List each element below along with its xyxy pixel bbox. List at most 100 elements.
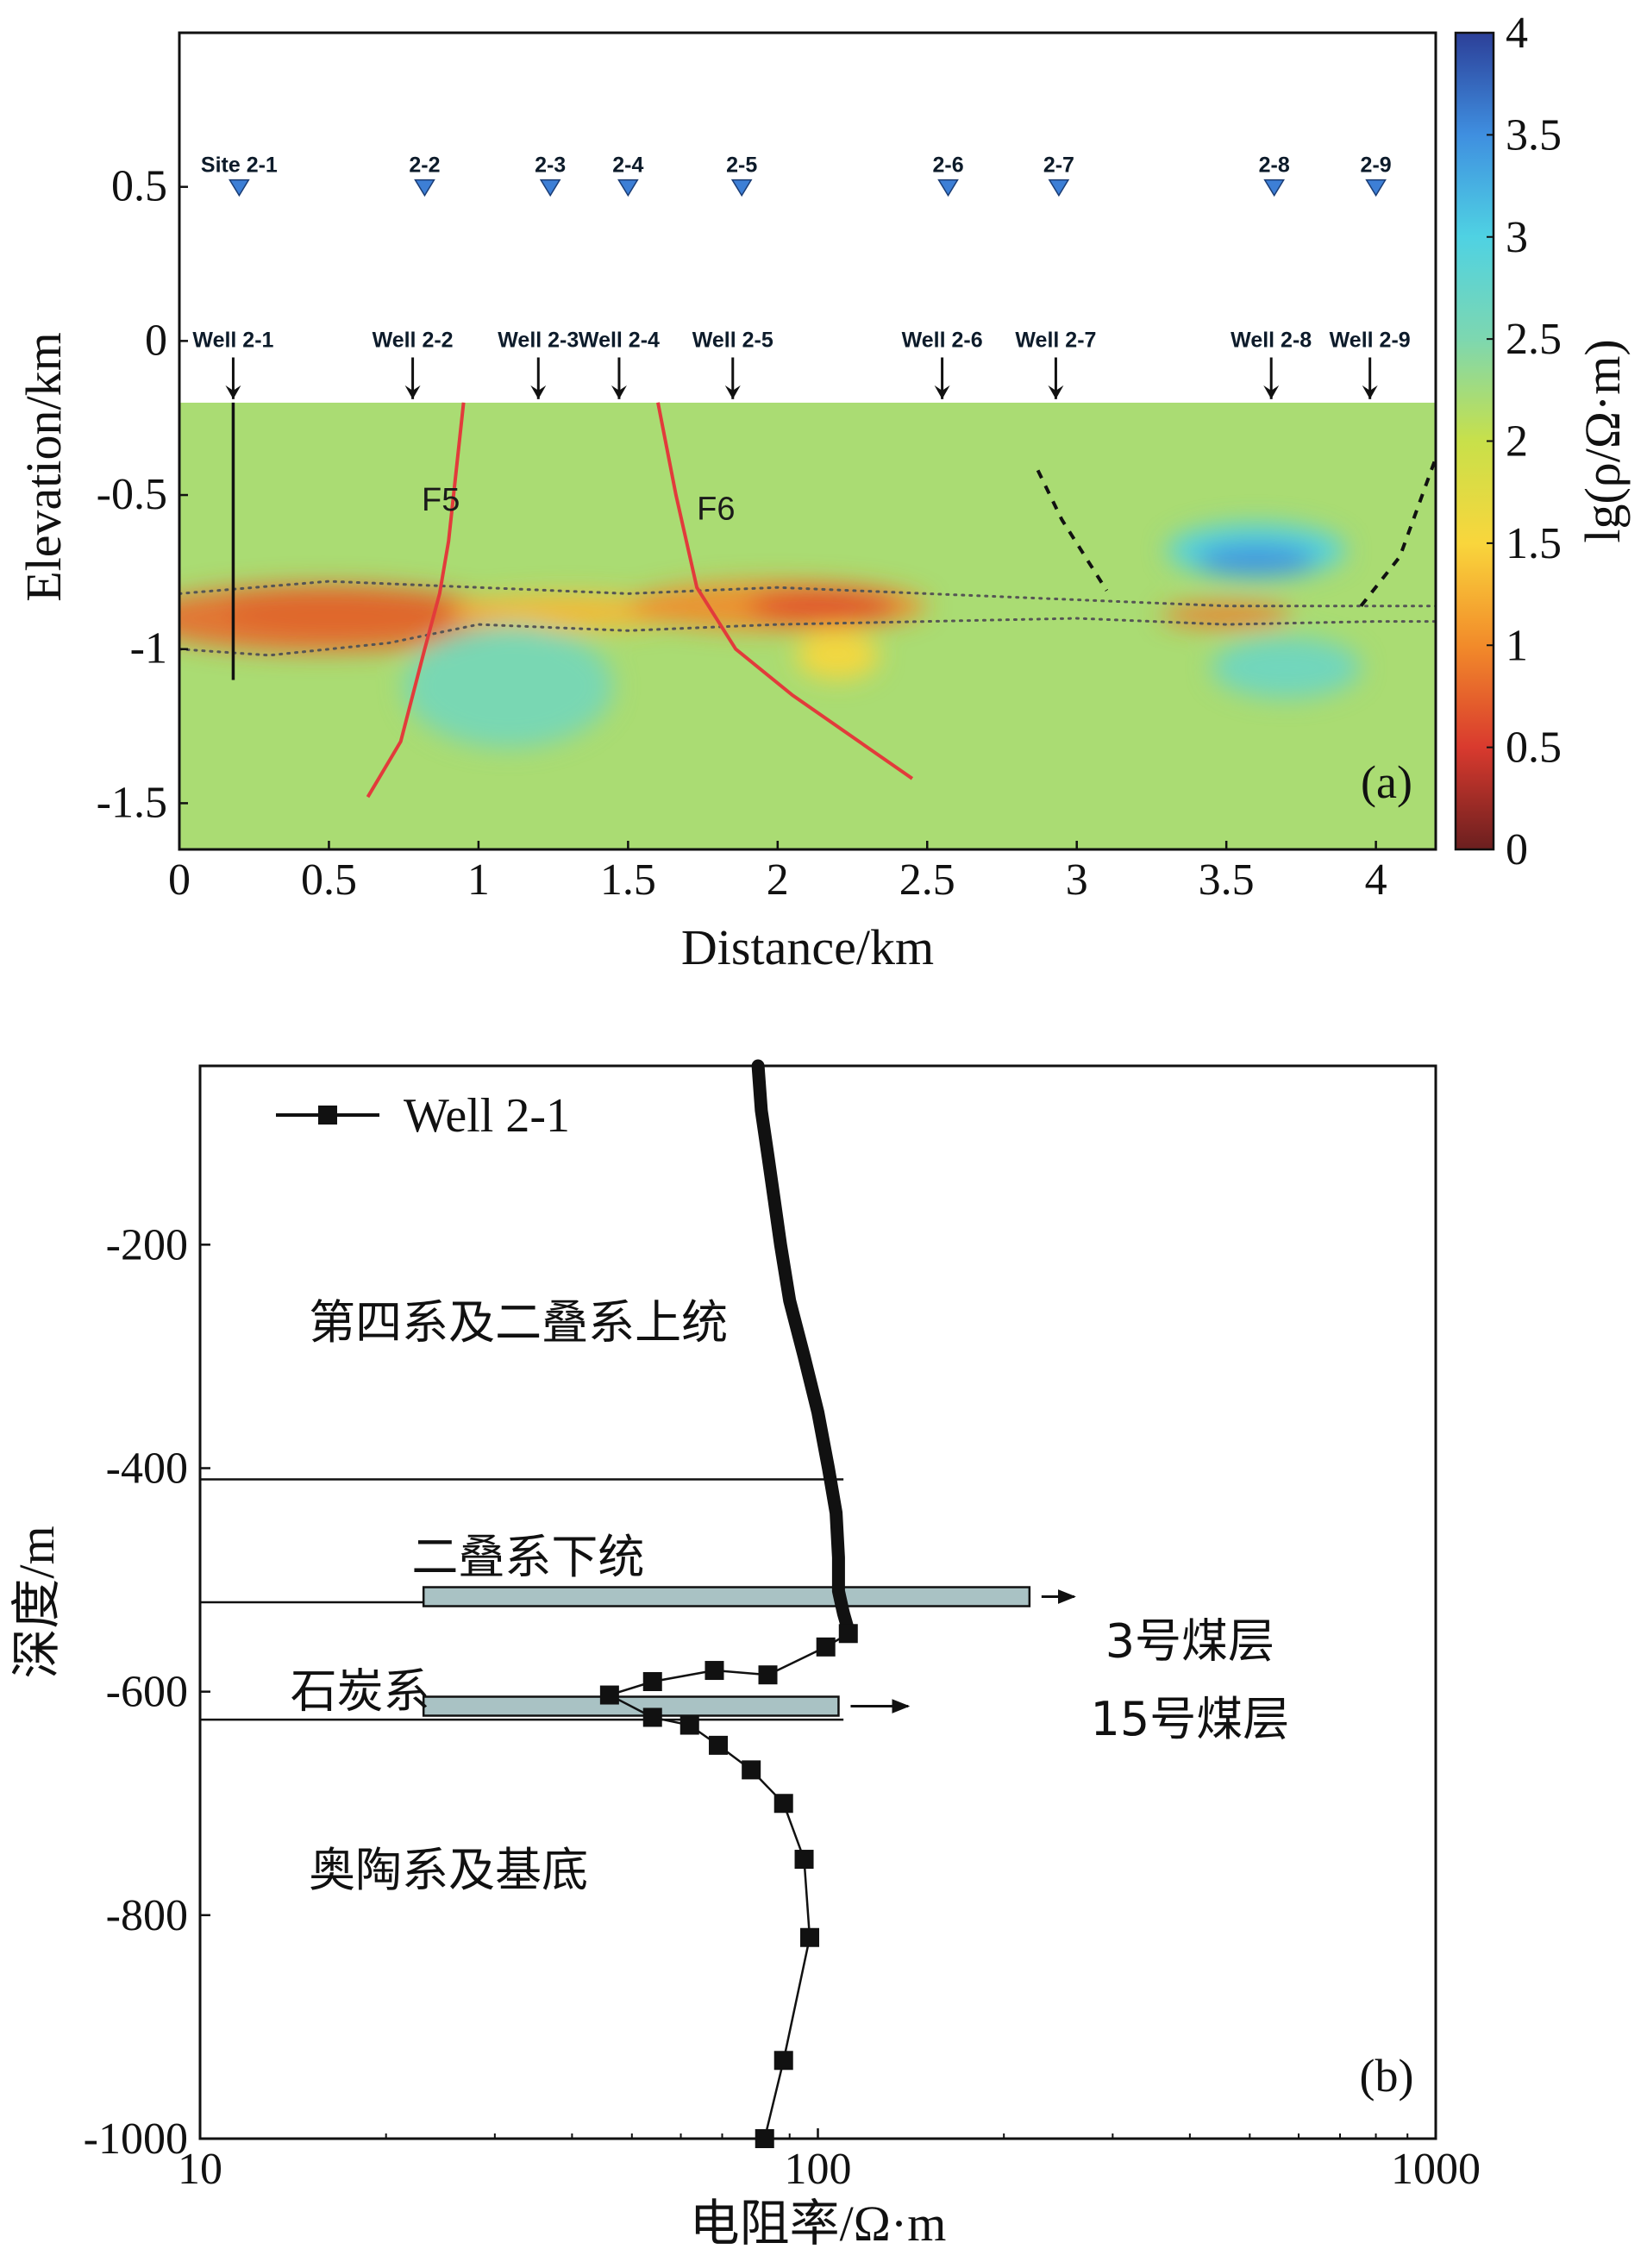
x-tick-label: 1.5 [600, 855, 656, 905]
panel-a-ticks: 0 0.5 1 1.5 2 2.5 3 3.5 4 0.5 0 -0.5 -1 -1.5 [97, 162, 1387, 905]
series-marker [816, 1637, 836, 1657]
site-triangle [1263, 179, 1286, 197]
stratum-label: 石炭系 [291, 1664, 430, 1719]
x-tick-label: 1000 [1391, 2145, 1481, 2194]
x-tick-label: 1 [467, 855, 490, 905]
well-label: Well 2-6 [902, 329, 983, 353]
site-label: 2-9 [1361, 153, 1392, 178]
colorbar-tick-label: 0.5 [1506, 724, 1562, 773]
site-label: 2-6 [932, 153, 963, 178]
site-triangle [1365, 179, 1387, 197]
x-tick-label: 10 [178, 2145, 222, 2194]
site-triangle [229, 179, 250, 197]
layer-boundary-dotted [178, 617, 1437, 657]
resistivity-anomaly [404, 624, 614, 749]
x-tick-label: 2.5 [899, 855, 955, 905]
colorbar-tick-label: 3 [1506, 213, 1528, 262]
site-label: 2-7 [1043, 153, 1074, 178]
section-overlay: F5 F6 Site 2-1 2-2 2-3 2-4 2-5 2-6 2-7 2-8 2-9 Well… [178, 153, 1437, 799]
site-triangle [617, 179, 639, 197]
well-label: Well 2-7 [1015, 329, 1096, 353]
well-arrow-head [1362, 385, 1378, 399]
series-marker [709, 1735, 729, 1755]
fault-line [366, 402, 466, 799]
panel-a-resistivity-section: F5 F6 Site 2-1 2-2 2-3 2-4 2-5 2-6 2-7 2-8 2-9 Well… [16, 9, 1631, 975]
y-tick-label: -1 [130, 624, 167, 674]
well-arrow-head [934, 385, 950, 399]
resistivity-anomaly [448, 593, 688, 631]
series-marker [773, 2051, 793, 2071]
panel-b-y-axis-title: 深度/m [9, 1526, 65, 1678]
resistivity-anomaly [795, 630, 880, 680]
colorbar-tick-label: 2.5 [1506, 315, 1562, 364]
y-tick-label: -0.5 [97, 470, 167, 519]
well-arrow-head [611, 385, 627, 399]
x-tick-label: 100 [785, 2145, 852, 2194]
panel-a-letter: (a) [1361, 756, 1412, 808]
legend: Well 2-1 [276, 1089, 570, 1143]
site-label: 2-3 [535, 153, 566, 178]
coal-seam-label: 3号煤层 [1105, 1613, 1274, 1668]
dashed-contact-line [1036, 469, 1109, 592]
series-marker [773, 1794, 793, 1814]
series-marker [794, 1850, 814, 1870]
y-tick-label: -1000 [84, 2115, 188, 2164]
series-marker [679, 1715, 699, 1735]
stratum-label: 第四系及二叠系上统 [309, 1295, 728, 1350]
y-tick-label: 0 [145, 316, 167, 365]
panel-a-x-axis-title: Distance/km [681, 919, 934, 975]
x-tick-label: 4 [1365, 855, 1387, 905]
well-arrow-head [1263, 385, 1280, 399]
stratum-label: 二叠系下统 [411, 1530, 644, 1584]
y-tick-label: -400 [106, 1444, 188, 1494]
colorbar-title: lg(ρ/Ω·m) [1575, 339, 1631, 542]
site-label: Site 2-1 [201, 153, 278, 178]
dashed-contact-line [1359, 457, 1437, 607]
y-tick-label: -200 [106, 1220, 188, 1269]
well-arrow-head [225, 385, 241, 399]
site-triangle [414, 179, 435, 197]
well-label: Well 2-2 [373, 329, 454, 353]
colorbar-tick-label: 2 [1506, 417, 1528, 467]
site-label: 2-2 [409, 153, 440, 178]
resistivity-field [179, 402, 1436, 849]
site-triangle [1048, 179, 1070, 197]
y-tick-label: -600 [106, 1668, 188, 1717]
series-line [606, 1630, 850, 2140]
series-marker [800, 1927, 820, 1947]
resistivity-anomaly [1160, 603, 1293, 628]
site-triangle [937, 179, 959, 197]
well-label: Well 2-5 [692, 329, 773, 353]
series-marker [705, 1661, 724, 1681]
x-tick-label: 0 [168, 855, 191, 905]
series-marker [599, 1685, 619, 1705]
legend-marker [318, 1106, 337, 1125]
layer-boundary-dotted [178, 580, 1437, 608]
series-marker [758, 1665, 778, 1685]
series-marker [838, 1624, 858, 1644]
site-label: 2-5 [726, 153, 757, 178]
resistivity-anomaly [748, 590, 898, 622]
well-arrow-head [404, 385, 421, 399]
series-marker [642, 1707, 662, 1727]
colorbar-tick-label: 4 [1506, 9, 1528, 58]
site-label: 2-8 [1259, 153, 1290, 178]
panel-b-letter: (b) [1360, 2050, 1414, 2102]
y-tick-label: -1.5 [97, 778, 167, 827]
anomaly-group [179, 523, 1362, 749]
site-label: 2-4 [612, 153, 643, 178]
well-label: Well 2-9 [1330, 329, 1411, 353]
fault-label: F5 [422, 482, 460, 518]
resistivity-anomaly [1196, 544, 1317, 575]
series-marker [642, 1672, 662, 1692]
x-tick-label: 3.5 [1199, 855, 1255, 905]
x-tick-label: 3 [1066, 855, 1088, 905]
site-triangle [730, 179, 753, 197]
series-marker [742, 1760, 761, 1780]
fault-label: F6 [697, 492, 735, 528]
stratum-label: 奥陶系及基底 [309, 1843, 588, 1897]
well-label: Well 2-4 [579, 329, 660, 353]
panel-a-frame [178, 31, 1437, 851]
